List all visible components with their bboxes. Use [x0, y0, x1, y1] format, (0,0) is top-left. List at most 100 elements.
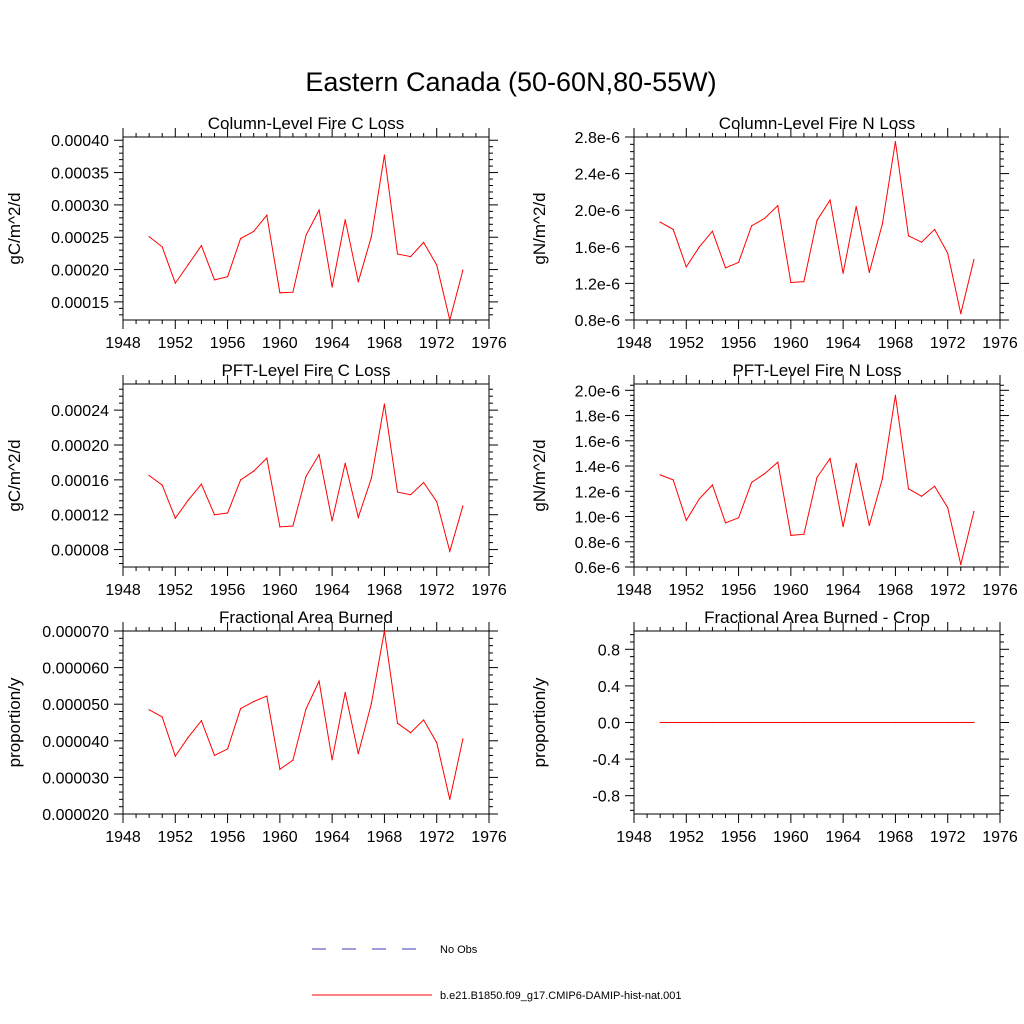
data-point [685, 266, 687, 268]
data-point [934, 485, 936, 487]
data-point [855, 721, 857, 724]
x-tick-label: 1960 [773, 829, 809, 846]
data-point [711, 230, 714, 232]
series-line [659, 395, 975, 565]
data-point [907, 721, 910, 724]
data-point [960, 721, 962, 724]
data-point [449, 798, 451, 800]
panels: 1948 1952 1956 1960 1964 1968 1972 1976 0.00015 0… [5, 114, 1018, 846]
data-point [777, 721, 779, 724]
data-point [920, 241, 923, 243]
data-point [881, 721, 883, 724]
data-point [318, 680, 320, 682]
data-point [907, 488, 910, 490]
x-tick-label: 1964 [314, 582, 350, 599]
y-tick-label: 0.00008 [51, 543, 109, 560]
y-tick-label: 2.0e-6 [575, 203, 620, 220]
data-point [881, 478, 883, 480]
data-point [409, 732, 412, 734]
x-tick-label: 1952 [157, 335, 193, 352]
plot-frame [633, 136, 1001, 321]
x-tick-label: 1976 [982, 335, 1018, 352]
x-tick-label: 1948 [616, 582, 652, 599]
data-point [383, 630, 386, 632]
data-point [816, 721, 818, 724]
data-point [659, 221, 661, 223]
data-point [383, 403, 386, 405]
panel-title: Fractional Area Burned - Crop [704, 608, 930, 627]
data-point [213, 754, 216, 757]
data-point [409, 256, 412, 258]
data-point [947, 507, 949, 509]
data-point [685, 519, 687, 521]
x-tick-label: 1960 [262, 582, 298, 599]
data-point [685, 721, 687, 724]
y-tick-label: 2.0e-6 [575, 383, 620, 400]
y-tick-label: 0.00025 [51, 230, 109, 247]
data-point [161, 246, 163, 248]
panel-title: Fractional Area Burned [219, 608, 393, 627]
y-tick-label: 0.00012 [51, 508, 109, 525]
data-point [829, 721, 831, 724]
data-point [357, 281, 359, 283]
x-tick-label: 1968 [878, 829, 914, 846]
x-tick-label: 1972 [930, 829, 966, 846]
x-tick-label: 1956 [210, 335, 246, 352]
panel-3: 1948 1952 1956 1960 1964 1968 1972 1976 0.00008 0… [5, 361, 507, 599]
data-point [777, 461, 779, 463]
data-point [737, 721, 740, 724]
data-point [934, 721, 936, 724]
data-point [396, 722, 399, 724]
data-point [370, 477, 372, 479]
data-point [803, 533, 805, 535]
data-point [344, 462, 346, 464]
data-point [698, 246, 700, 248]
y-tick-label: 0.00040 [51, 133, 109, 150]
data-point [148, 474, 150, 477]
data-point [200, 245, 203, 247]
data-point [973, 721, 975, 724]
panel-title: Column-Level Fire N Loss [719, 114, 916, 133]
data-point [920, 721, 923, 724]
data-point [868, 271, 870, 274]
y-tick-label: 0.00016 [51, 473, 109, 490]
y-tick-label: 0.8e-6 [575, 313, 620, 330]
data-point [672, 228, 674, 231]
data-point [462, 269, 464, 271]
data-point [305, 234, 307, 236]
data-point [960, 312, 962, 315]
plot-frame [122, 630, 490, 815]
data-point [907, 235, 910, 237]
x-tick-label: 1964 [825, 335, 861, 352]
data-point [829, 457, 831, 460]
data-point [764, 217, 766, 220]
data-point [816, 219, 818, 221]
y-tick-label: 1.4e-6 [575, 459, 620, 476]
y-tick-label: 0.000020 [42, 807, 109, 824]
data-point [894, 721, 897, 724]
x-tick-label: 1976 [471, 829, 507, 846]
data-point [174, 282, 176, 284]
x-tick-label: 1948 [616, 829, 652, 846]
x-tick-label: 1968 [367, 582, 403, 599]
data-point [357, 516, 359, 518]
y-tick-label: 2.4e-6 [575, 167, 620, 184]
y-tick-label: 0.000070 [42, 624, 109, 641]
x-tick-label: 1952 [668, 829, 704, 846]
data-point [659, 721, 661, 724]
data-point [894, 394, 897, 396]
plot-frame [122, 136, 490, 321]
x-tick-label: 1960 [773, 582, 809, 599]
data-point [187, 263, 189, 265]
x-tick-label: 1972 [930, 582, 966, 599]
data-point [764, 473, 766, 475]
data-point [292, 525, 294, 527]
data-point [803, 280, 805, 283]
series-line [148, 630, 464, 800]
series-line [148, 403, 464, 554]
data-point [436, 501, 438, 503]
data-point [253, 470, 255, 472]
panel-4: 1948 1952 1956 1960 1964 1968 1972 1976 0.6e-6 0.… [530, 361, 1018, 599]
x-tick-label: 1968 [367, 335, 403, 352]
